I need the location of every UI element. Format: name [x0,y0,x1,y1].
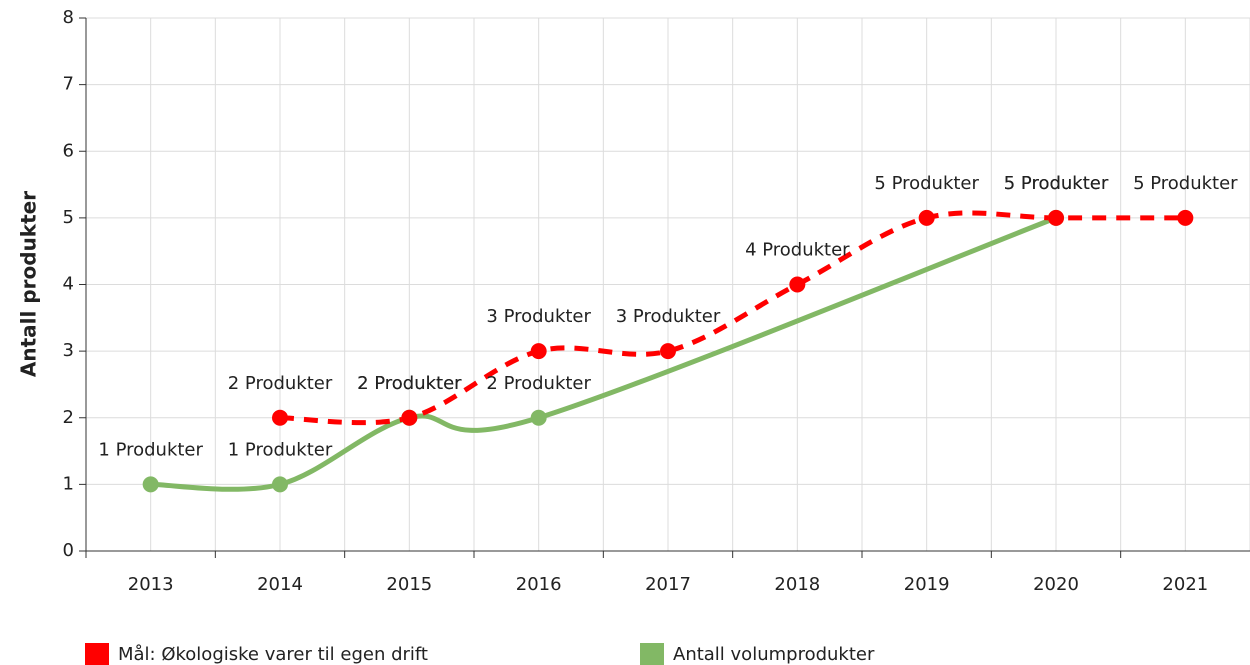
marker [530,343,547,360]
data-label: 4 Produkter [745,240,850,261]
x-tick-label: 2013 [128,574,174,595]
legend-label: Mål: Økologiske varer til egen drift [118,644,428,665]
marker [1177,209,1194,226]
data-label: 2 Produkter [357,373,462,394]
legend-swatch [640,643,664,665]
y-tick-label: 6 [63,140,74,161]
y-tick-label: 3 [63,340,74,361]
marker [660,343,676,360]
y-axis-title: Antall produkter [17,191,41,377]
marker [272,409,288,426]
grid [86,17,1250,552]
x-tick-label: 2017 [645,574,691,595]
data-label: 5 Produkter [1004,173,1109,194]
y-tick-label: 4 [63,274,74,295]
marker [530,409,547,426]
data-label: 2 Produkter [357,373,462,394]
marker [1048,209,1064,226]
data-label: 3 Produkter [486,306,591,327]
y-tick-label: 5 [63,207,74,228]
data-label: 2 Produkter [486,373,591,394]
data-label: 1 Produkter [98,439,203,460]
marker [401,409,418,426]
data-label: 5 Produkter [1133,173,1238,194]
x-tick-label: 2018 [774,574,820,595]
legend-swatch [85,643,109,665]
x-tick-label: 2021 [1162,574,1208,595]
x-tick-label: 2015 [386,574,432,595]
data-label: 1 Produkter [228,439,333,460]
x-tick-label: 2016 [516,574,562,595]
data-label: 5 Produkter [874,173,979,194]
legend-label: Antall volumprodukter [673,644,875,665]
y-tick-label: 0 [63,540,74,561]
data-label: 3 Produkter [616,306,721,327]
x-tick-label: 2019 [904,574,950,595]
data-label: 2 Produkter [228,373,333,394]
data-label: 5 Produkter [1004,173,1109,194]
marker [918,209,935,226]
marker [272,476,288,493]
marker [789,276,806,293]
y-tick-label: 8 [63,7,74,28]
y-tick-label: 7 [63,74,74,95]
y-tick-label: 2 [63,407,74,428]
marker [142,476,159,493]
series-line [279,210,1186,426]
x-tick-label: 2014 [257,574,303,595]
x-tick-label: 2020 [1033,574,1079,595]
y-tick-label: 1 [63,473,74,494]
series-line [150,215,1057,492]
